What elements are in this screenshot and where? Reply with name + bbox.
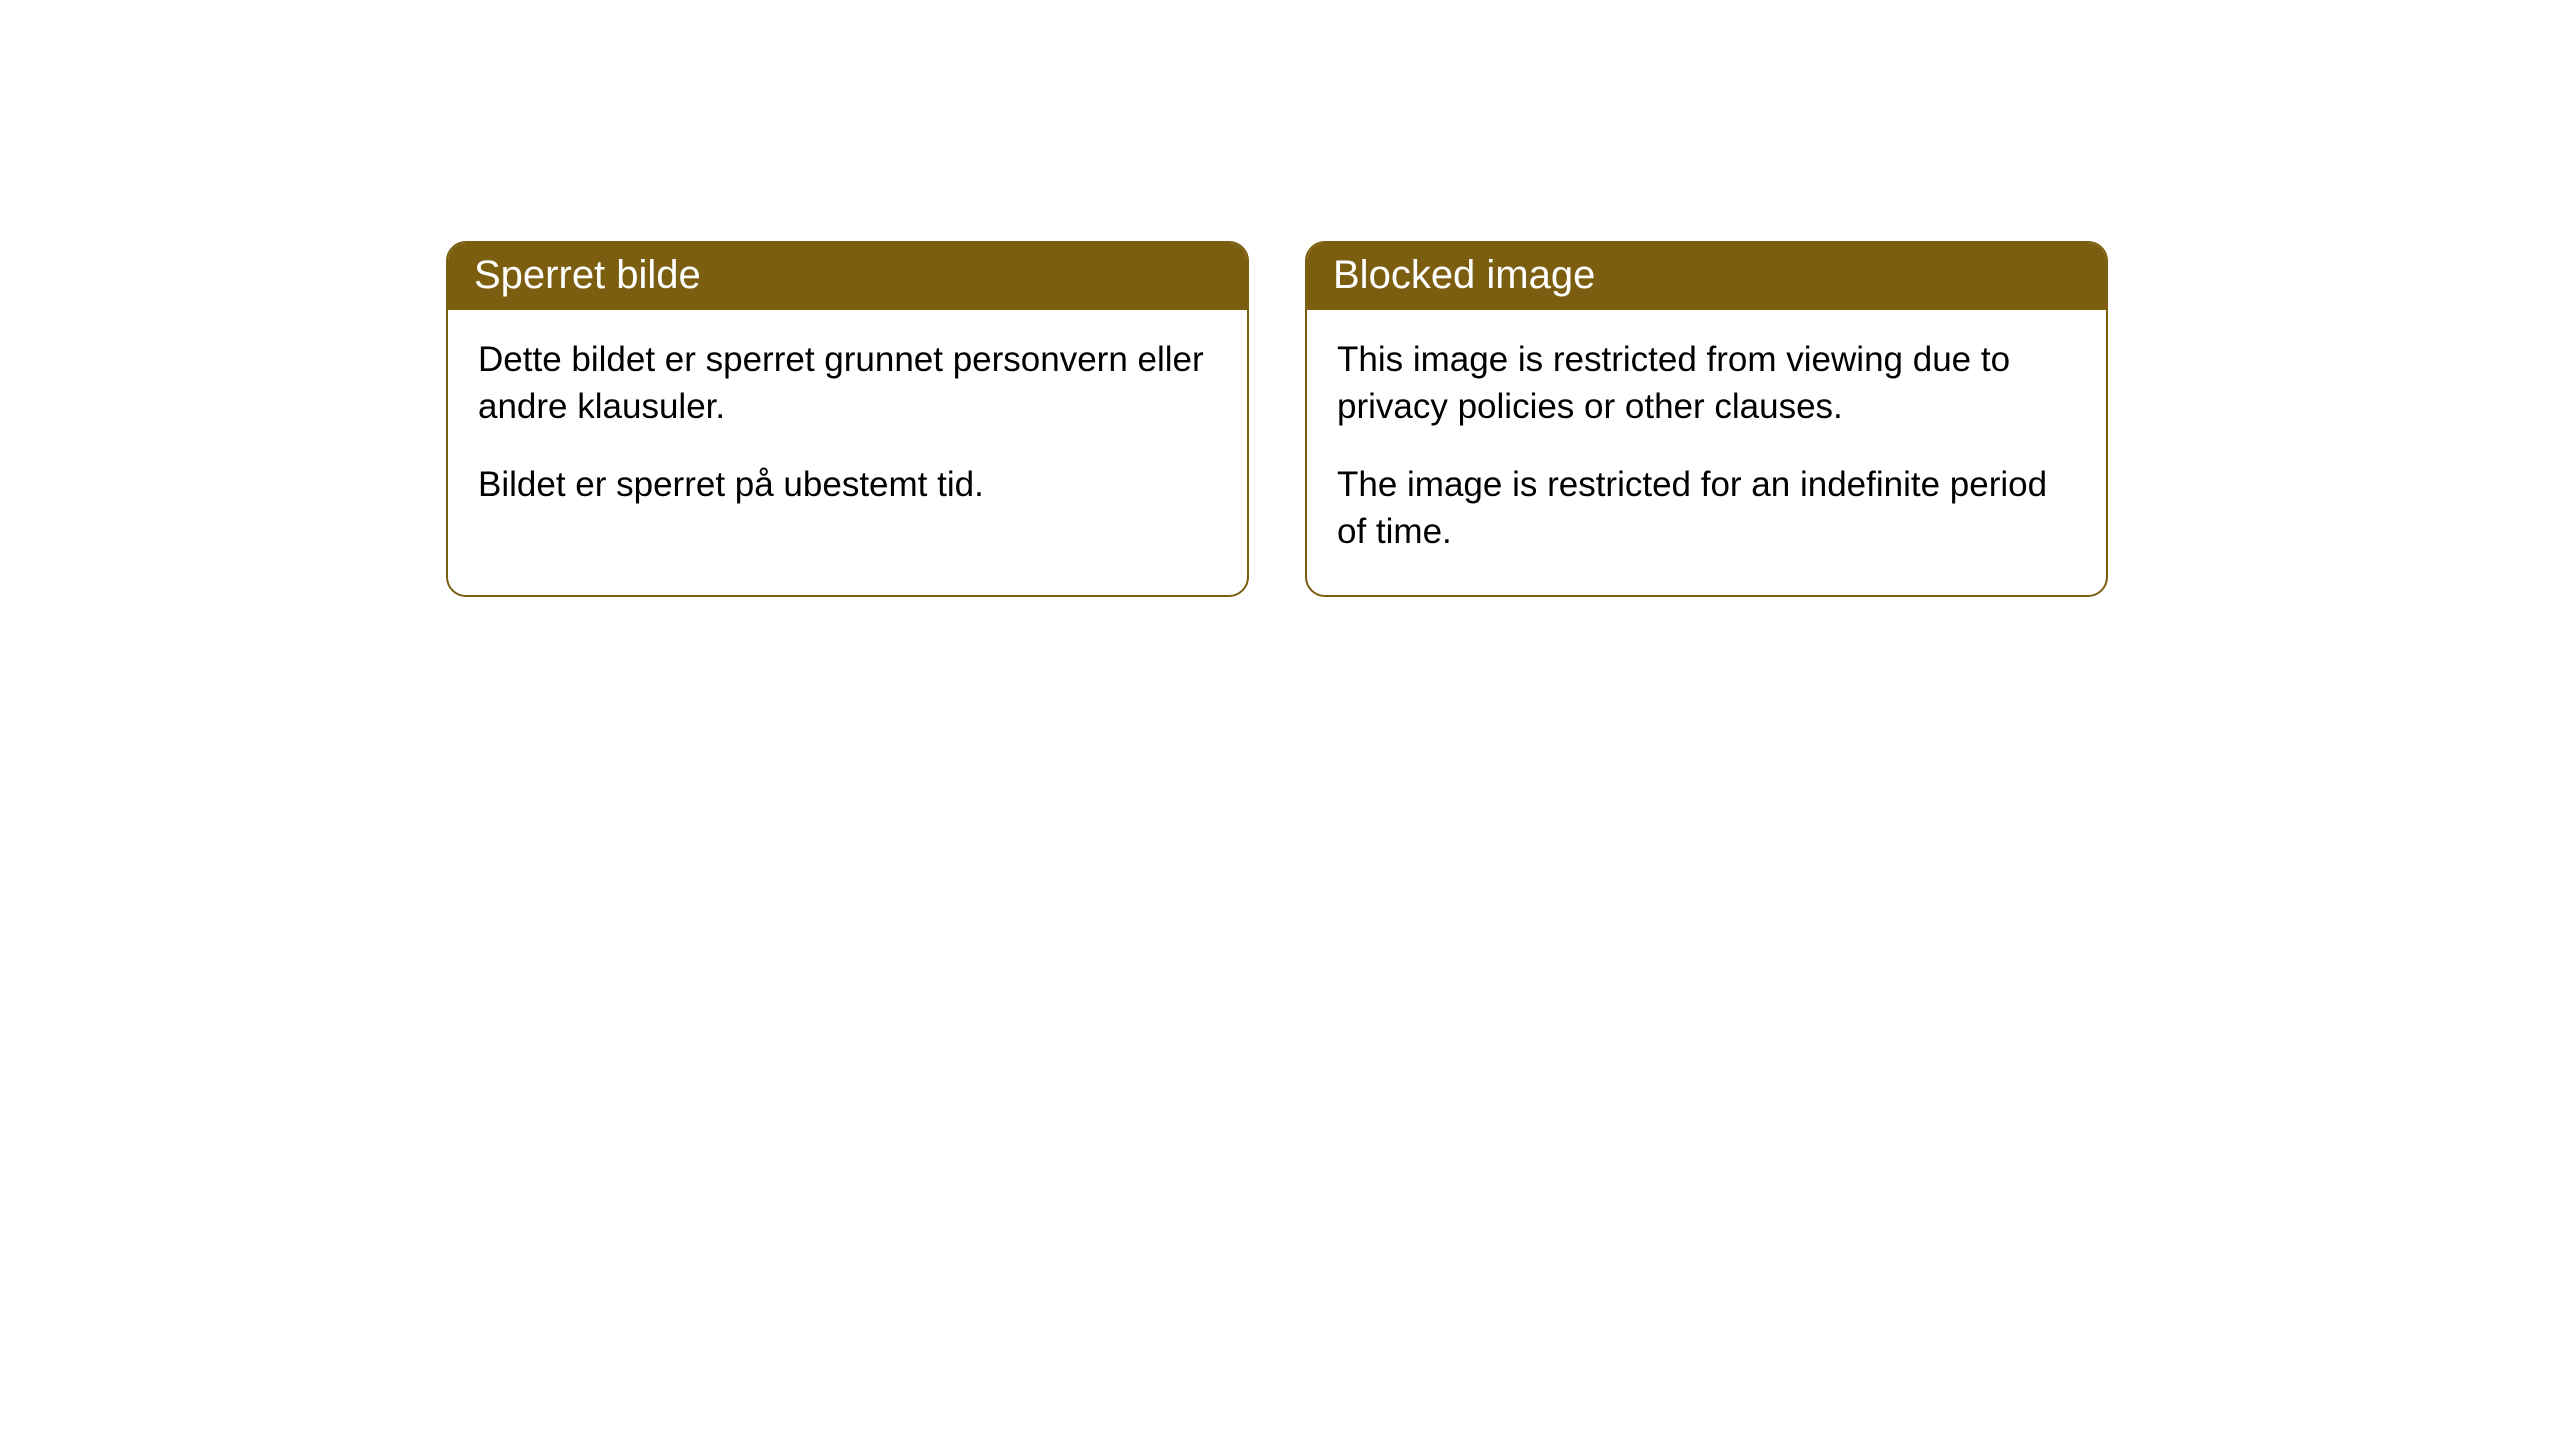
card-header-english: Blocked image: [1307, 243, 2106, 310]
card-norwegian: Sperret bilde Dette bildet er sperret gr…: [446, 241, 1249, 597]
card-header-norwegian: Sperret bilde: [448, 243, 1247, 310]
card-english: Blocked image This image is restricted f…: [1305, 241, 2108, 597]
cards-container: Sperret bilde Dette bildet er sperret gr…: [0, 0, 2560, 597]
card-body-english: This image is restricted from viewing du…: [1307, 310, 2106, 595]
card-title: Sperret bilde: [474, 253, 701, 297]
card-paragraph: The image is restricted for an indefinit…: [1337, 461, 2076, 556]
card-body-norwegian: Dette bildet er sperret grunnet personve…: [448, 310, 1247, 548]
card-paragraph: This image is restricted from viewing du…: [1337, 336, 2076, 431]
card-paragraph: Bildet er sperret på ubestemt tid.: [478, 461, 1217, 508]
card-title: Blocked image: [1333, 253, 1595, 297]
card-paragraph: Dette bildet er sperret grunnet personve…: [478, 336, 1217, 431]
